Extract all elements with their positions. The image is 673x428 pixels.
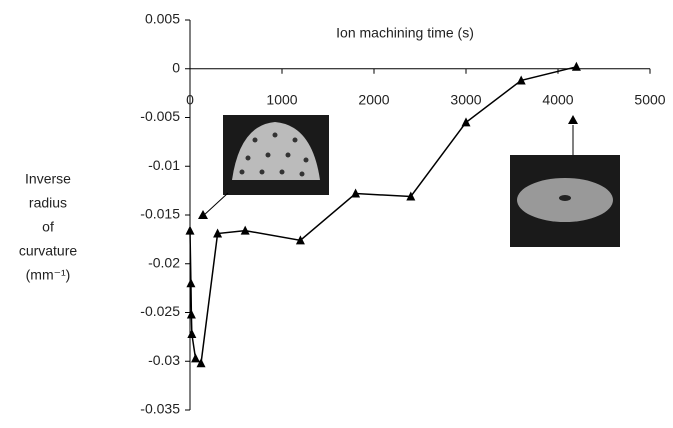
data-point [186,278,196,288]
x-tick-label: 3000 [450,91,481,107]
y-tick-label: -0.025 [140,303,180,319]
data-point [516,75,526,85]
y-axis-label-line: (mm⁻¹) [26,267,71,283]
x-tick-label: 1000 [266,91,297,107]
y-axis-label: Inverse radius of curvature (mm⁻¹) [19,171,78,283]
data-point [213,228,223,238]
y-tick-label: -0.035 [140,401,180,417]
y-tick-label: 0.005 [145,11,180,27]
x-tick-label: 5000 [634,91,665,107]
data-point [191,353,201,363]
x-axis-label: Ion machining time (s) [336,25,474,41]
y-tick-label: -0.01 [148,157,180,173]
data-point [186,309,196,319]
data-point [461,117,471,127]
x-tick-label: 0 [186,91,194,107]
inset-image-flat [510,115,620,247]
data-point [187,328,197,338]
data-point [240,225,250,235]
x-tick-label: 4000 [542,91,573,107]
y-axis-label-line: radius [29,195,67,211]
data-point [185,225,195,235]
inset-image-dome [198,115,329,219]
x-tick-label: 2000 [358,91,389,107]
y-axis-label-line: curvature [19,243,78,259]
y-tick-label: -0.015 [140,206,180,222]
y-tick-label: -0.005 [140,108,180,124]
y-axis-label-line: Inverse [25,171,71,187]
data-point [351,188,361,198]
data-point [571,61,581,71]
data-point [406,191,416,201]
data-point [295,235,305,245]
y-tick-label: -0.03 [148,352,180,368]
y-tick-label: -0.02 [148,254,180,270]
y-axis-label-line: of [42,219,54,235]
y-tick-label: 0 [172,59,180,75]
data-point [196,358,206,368]
